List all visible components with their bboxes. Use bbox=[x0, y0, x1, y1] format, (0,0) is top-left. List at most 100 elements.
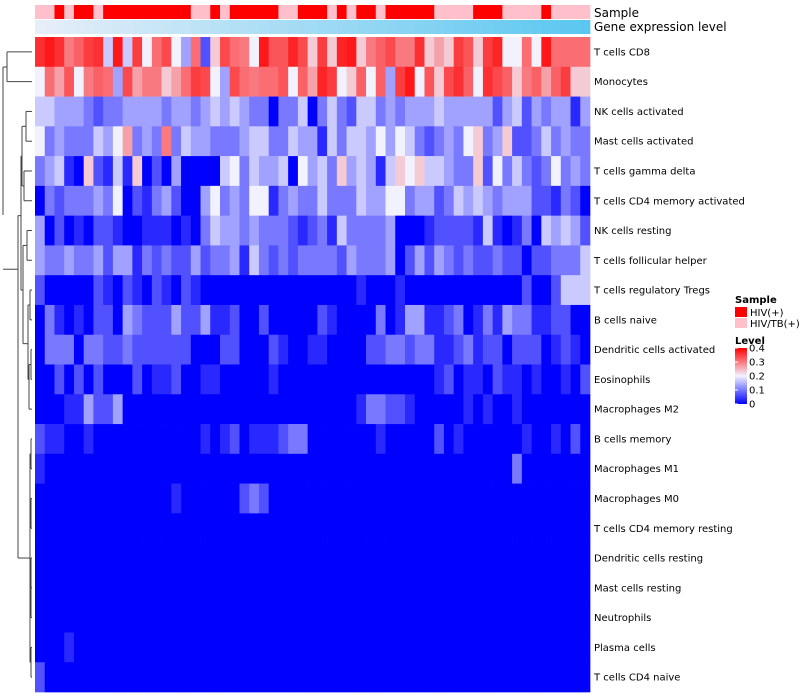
heatmap-cell bbox=[73, 453, 85, 484]
heatmap-cell bbox=[93, 37, 104, 68]
heatmap-cell bbox=[424, 156, 435, 187]
heatmap-cell bbox=[151, 66, 162, 97]
heatmap-cell bbox=[93, 632, 104, 663]
heatmap-cell bbox=[44, 304, 55, 336]
heatmap-cell bbox=[541, 334, 552, 365]
heatmap-cell bbox=[268, 66, 279, 97]
heatmap-cell bbox=[346, 37, 357, 68]
heatmap-cell bbox=[317, 453, 328, 484]
heatmap-cell bbox=[405, 364, 416, 395]
sample-annotation-cell bbox=[249, 5, 260, 19]
heatmap-cell bbox=[93, 572, 104, 604]
expression-level-cell bbox=[93, 20, 104, 34]
heatmap-cell bbox=[492, 572, 503, 604]
heatmap-cell bbox=[151, 632, 162, 663]
heatmap-cell bbox=[278, 66, 289, 97]
heatmap-cell bbox=[229, 275, 240, 306]
heatmap-cell bbox=[35, 513, 46, 544]
heatmap-cell bbox=[424, 245, 435, 276]
heatmap-cell bbox=[580, 185, 591, 216]
heatmap-cell bbox=[54, 126, 65, 157]
heatmap-cell bbox=[142, 543, 153, 574]
heatmap-cell bbox=[356, 543, 367, 574]
heatmap-cell bbox=[385, 543, 396, 574]
heatmap-cell bbox=[512, 483, 523, 514]
heatmap-cell bbox=[327, 245, 338, 276]
heatmap-cell bbox=[531, 513, 542, 544]
heatmap-cell bbox=[375, 602, 386, 633]
heatmap-cell bbox=[395, 543, 406, 574]
sample-annotation-cell bbox=[366, 5, 377, 19]
heatmap-cell bbox=[288, 483, 299, 514]
heatmap-cell bbox=[327, 156, 338, 187]
heatmap-cell bbox=[521, 364, 532, 395]
expression-level-cell bbox=[336, 20, 347, 34]
heatmap-cell bbox=[190, 632, 201, 663]
heatmap-cell bbox=[181, 245, 192, 276]
heatmap-cell bbox=[181, 215, 192, 246]
heatmap-cell bbox=[521, 424, 532, 455]
row-label: Eosinophils bbox=[594, 375, 650, 386]
heatmap-cell bbox=[453, 394, 464, 425]
heatmap-cell bbox=[171, 364, 182, 395]
heatmap-cell bbox=[239, 662, 250, 693]
heatmap-cell bbox=[161, 483, 172, 514]
heatmap-cell bbox=[560, 453, 571, 484]
heatmap-cell bbox=[512, 304, 523, 336]
heatmap-cell bbox=[229, 96, 240, 127]
heatmap-cell bbox=[103, 483, 114, 514]
heatmap-cell bbox=[35, 453, 46, 484]
heatmap-cell bbox=[200, 453, 211, 484]
heatmap-cell bbox=[83, 304, 94, 336]
expression-level-cell bbox=[551, 20, 562, 34]
heatmap-cell bbox=[531, 275, 542, 306]
heatmap-cell bbox=[288, 364, 299, 395]
heatmap-cell bbox=[327, 304, 338, 336]
heatmap-cell bbox=[492, 483, 503, 514]
heatmap-cell bbox=[278, 543, 289, 574]
heatmap-cell bbox=[346, 483, 357, 514]
heatmap-cell bbox=[395, 364, 406, 395]
heatmap-cell bbox=[35, 543, 46, 574]
heatmap-cell bbox=[570, 424, 581, 455]
heatmap-cell bbox=[327, 602, 338, 633]
expression-level-cell bbox=[297, 20, 308, 34]
heatmap-cell bbox=[258, 37, 270, 68]
heatmap-cell bbox=[268, 662, 279, 693]
heatmap-cell bbox=[44, 394, 55, 425]
sample-annotation-cell bbox=[122, 5, 133, 19]
heatmap-cell bbox=[171, 394, 182, 425]
heatmap-cell bbox=[297, 483, 308, 514]
heatmap-cell bbox=[190, 96, 201, 127]
heatmap-cell bbox=[473, 275, 484, 306]
sample-annotation-cell bbox=[482, 5, 493, 19]
heatmap-cell bbox=[268, 394, 279, 425]
heatmap-cell bbox=[210, 572, 221, 604]
heatmap-cell bbox=[171, 304, 182, 336]
heatmap-cell bbox=[103, 364, 114, 395]
heatmap-cell bbox=[151, 453, 162, 484]
heatmap-cell bbox=[297, 602, 308, 633]
heatmap-cell bbox=[336, 453, 347, 484]
heatmap-cell bbox=[229, 602, 240, 633]
heatmap-cell bbox=[521, 66, 532, 97]
heatmap-cell bbox=[336, 334, 347, 365]
heatmap-cell bbox=[307, 662, 318, 693]
heatmap-cell bbox=[521, 156, 532, 187]
heatmap-cell bbox=[512, 185, 523, 216]
sample-annotation-cell bbox=[200, 5, 211, 19]
heatmap-cell bbox=[443, 394, 455, 425]
heatmap-cell bbox=[122, 66, 133, 97]
heatmap-cell bbox=[93, 156, 104, 187]
heatmap-cell bbox=[307, 245, 318, 276]
heatmap-cell bbox=[278, 394, 289, 425]
heatmap-cell bbox=[151, 304, 162, 336]
heatmap-cell bbox=[512, 513, 523, 544]
heatmap-cell bbox=[93, 334, 104, 365]
heatmap-cell bbox=[366, 66, 377, 97]
heatmap-cell bbox=[210, 483, 221, 514]
heatmap-cell bbox=[297, 96, 308, 127]
heatmap-cell bbox=[258, 364, 270, 395]
heatmap-cell bbox=[64, 364, 75, 395]
